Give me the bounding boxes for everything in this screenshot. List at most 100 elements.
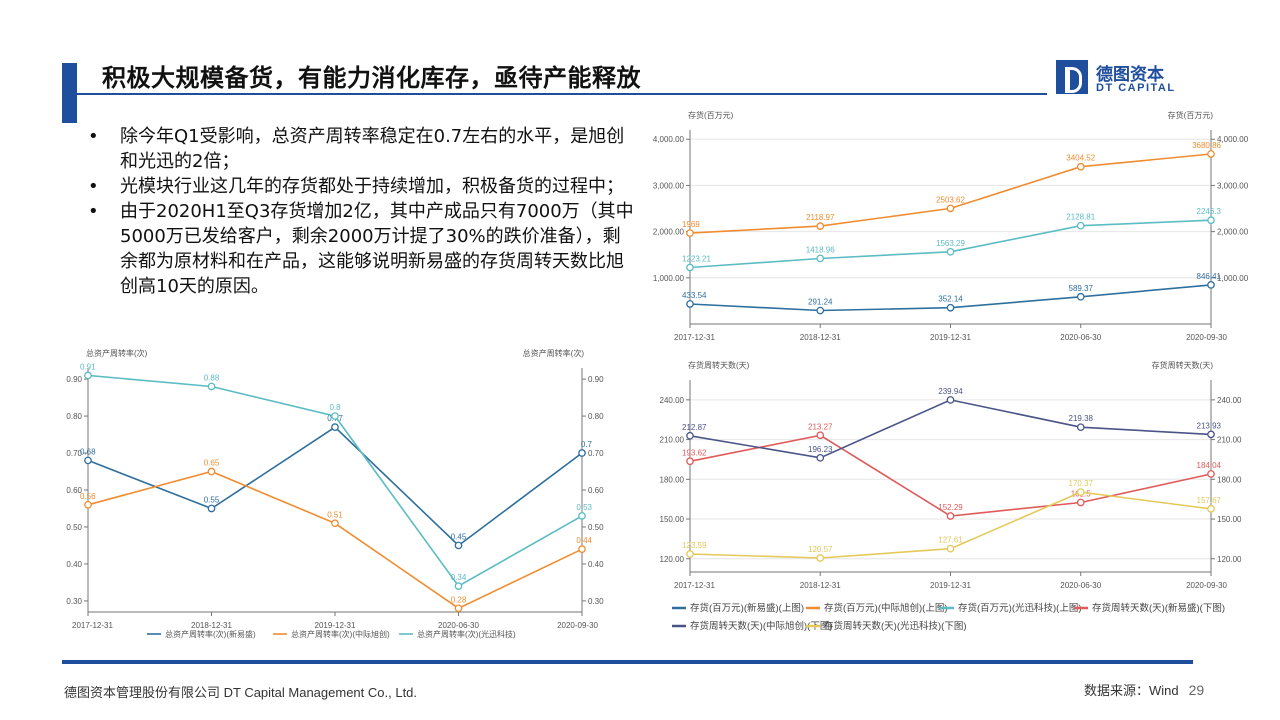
data-point (207, 504, 216, 513)
x-tick-label: 2020-09-30 (1186, 581, 1227, 590)
data-label: 2128.81 (1066, 213, 1095, 222)
x-tick-label: 2020-06-30 (438, 621, 479, 630)
data-point (1076, 292, 1085, 301)
footer-divider (62, 660, 1193, 664)
data-label: 170.37 (1069, 479, 1094, 488)
data-label: 0.44 (576, 536, 592, 545)
x-tick-label: 2017-12-31 (674, 333, 715, 342)
data-point (686, 229, 694, 237)
data-point (331, 423, 339, 432)
data-point (816, 431, 825, 440)
x-tick-label: 2020-06-30 (1060, 581, 1101, 590)
data-point (1207, 281, 1215, 289)
series-line (689, 399, 1212, 459)
data-point (686, 263, 694, 272)
data-point (946, 247, 955, 256)
data-label: 433.54 (682, 291, 707, 300)
data-label: 0.88 (204, 373, 220, 382)
y-tick-label-left: 1,000.00 (653, 274, 685, 283)
y-tick-label-right: 0.50 (588, 523, 604, 532)
data-source: 数据来源：Wind (1084, 683, 1179, 698)
bullet-item: 除今年Q1受影响，总资产周转率稳定在0.7左右的水平，是旭创和光迅的2倍； (88, 124, 638, 174)
data-label: 120.57 (808, 545, 833, 554)
data-label: 589.37 (1069, 284, 1094, 293)
data-point (816, 554, 825, 562)
data-point (946, 512, 955, 520)
x-tick-label: 2017-12-31 (72, 621, 113, 630)
bullet-item: 光模块行业这几年的存货都处于持续增加，积极备货的过程中； (88, 174, 638, 199)
data-point (816, 453, 825, 462)
y-tick-label-right: 150.00 (1217, 515, 1242, 524)
data-point (686, 300, 694, 308)
data-point (84, 456, 92, 465)
y-tick-label-left: 2,000.00 (653, 228, 685, 237)
data-point (1076, 221, 1085, 230)
x-tick-label: 2018-12-31 (800, 581, 841, 590)
inventory-days-chart: 存货(百万元) 存货(百万元) 1,000.00 1,000.00 2,000.00 2,… (653, 110, 1249, 632)
data-point (1207, 470, 1215, 478)
data-label: 0.55 (204, 495, 220, 504)
data-label: 1563.29 (936, 239, 965, 248)
y-tick-label-right: 2,000.00 (1217, 228, 1249, 237)
x-tick-label: 2017-12-31 (674, 581, 715, 590)
y-axis-label-left: 总资产周转率(次) (86, 348, 148, 358)
data-point (578, 545, 586, 554)
page-title: 积极大规模备货，有能力消化库存，亟待产能释放 (102, 64, 641, 92)
legend-label: 存货(百万元)(光迅科技)(上图) (958, 602, 1081, 614)
data-label: 0.53 (576, 503, 592, 512)
data-point (946, 204, 955, 213)
data-point (1076, 423, 1085, 432)
title-divider (77, 93, 1047, 95)
x-tick-label: 2018-12-31 (800, 333, 841, 342)
x-tick-label: 2020-06-30 (1060, 333, 1101, 342)
data-label: 352.14 (938, 295, 963, 304)
data-point (1076, 488, 1085, 496)
data-label: 1418.96 (806, 245, 835, 254)
series-line (689, 153, 1212, 234)
data-point (946, 544, 955, 553)
data-point (686, 457, 694, 466)
series-line (87, 470, 583, 610)
data-label: 0.8 (329, 403, 341, 412)
y-axis-label-left: 存货(百万元) (688, 110, 734, 120)
data-point (207, 382, 216, 391)
data-label: 213.93 (1197, 421, 1222, 430)
x-tick-label: 2019-12-31 (930, 581, 971, 590)
legend-label: 存货周转天数(天)(光迅科技)(下图) (824, 620, 966, 632)
data-label: 3680.86 (1192, 141, 1221, 150)
data-label: 0.7 (581, 440, 593, 449)
data-point (578, 449, 586, 457)
data-label: 846.41 (1197, 272, 1222, 281)
data-point (1207, 150, 1215, 158)
data-label: 0.34 (451, 573, 467, 582)
bullet-list: 除今年Q1受影响，总资产周转率稳定在0.7左右的水平，是旭创和光迅的2倍； 光模… (88, 124, 638, 299)
x-tick-label: 2018-12-31 (191, 621, 232, 630)
data-point (686, 550, 694, 558)
data-point (946, 303, 955, 312)
legend-label: 总资产周转率(次)(中际旭创) (291, 629, 390, 639)
data-label: 0.45 (451, 532, 467, 541)
page-number: 29 (1188, 682, 1205, 698)
series-line (87, 426, 583, 547)
y-axis-label-left: 存货周转天数(天) (688, 360, 750, 370)
data-label: 291.24 (808, 298, 833, 307)
y-tick-label-right: 0.40 (588, 560, 604, 569)
y-tick-label-left: 180.00 (660, 475, 685, 484)
y-tick-label-right: 210.00 (1217, 436, 1242, 445)
source-footer: 数据来源：Wind 29 (1084, 680, 1204, 699)
y-tick-label-right: 1,000.00 (1217, 274, 1249, 283)
y-tick-label-right: 0.60 (588, 486, 604, 495)
y-tick-label-right: 0.90 (588, 375, 604, 384)
y-tick-label-left: 0.30 (66, 597, 82, 606)
data-label: 2503.62 (936, 195, 965, 204)
data-label: 152.29 (938, 503, 963, 512)
data-point (454, 604, 463, 613)
data-point (1207, 216, 1215, 225)
data-point (454, 582, 463, 590)
legend-label: 存货(百万元)(中际旭创)(上图) (824, 602, 947, 614)
y-tick-label-right: 120.00 (1217, 555, 1242, 564)
data-point (686, 431, 694, 440)
data-label: 2118.97 (806, 213, 835, 222)
data-label: 0.51 (327, 510, 343, 519)
y-tick-label-left: 3,000.00 (653, 181, 685, 190)
